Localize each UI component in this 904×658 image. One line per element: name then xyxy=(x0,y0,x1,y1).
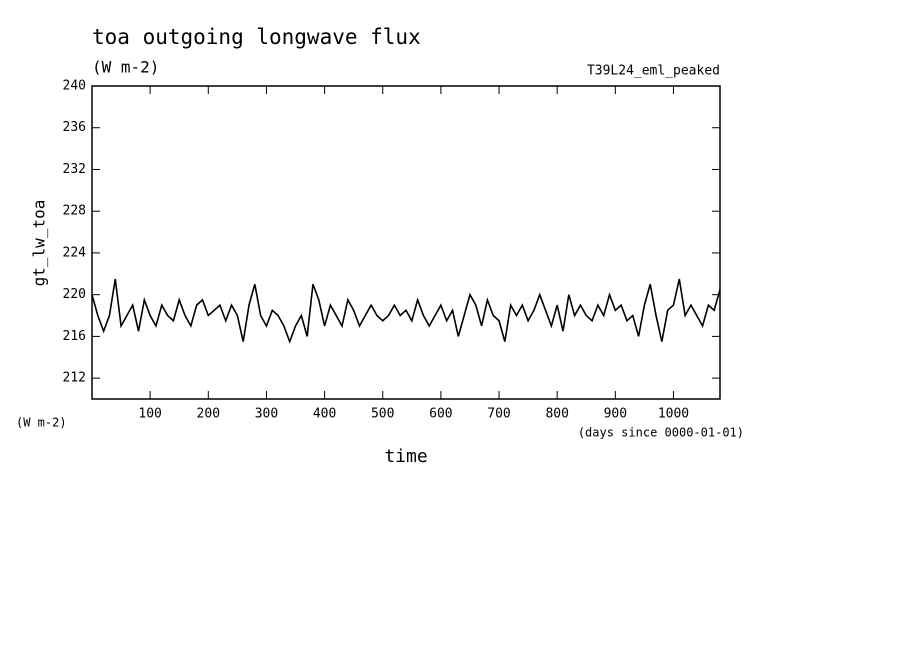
x-tick-label: 300 xyxy=(255,407,278,422)
y-tick-label: 240 xyxy=(63,79,86,94)
x-tick-label: 100 xyxy=(138,407,161,422)
y-tick-label: 228 xyxy=(63,204,86,219)
x-axis-label: time xyxy=(384,446,427,467)
x-tick-label: 500 xyxy=(371,407,394,422)
y-tick-label: 224 xyxy=(63,245,87,260)
x-tick-label: 200 xyxy=(197,407,220,422)
x-tick-label: 600 xyxy=(429,407,452,422)
y-unit: (W m-2) xyxy=(16,416,67,430)
y-tick-label: 212 xyxy=(63,371,86,386)
plot-frame xyxy=(91,85,721,400)
y-tick-label: 236 xyxy=(63,120,86,135)
x-unit: (days since 0000-01-01) xyxy=(578,426,744,440)
y-tick-label: 220 xyxy=(63,287,86,302)
x-tick-label: 400 xyxy=(313,407,336,422)
x-tick-label: 800 xyxy=(545,407,568,422)
y-tick-label: 216 xyxy=(63,329,86,344)
y-axis-label: gt_lw_toa xyxy=(30,200,49,287)
x-tick-label: 900 xyxy=(604,407,627,422)
run-label: T39L24_eml_peaked xyxy=(587,64,720,79)
data-line xyxy=(91,278,721,344)
x-tick-label: 1000 xyxy=(658,407,689,422)
x-tick-label: 700 xyxy=(487,407,510,422)
subtitle: (W m-2) xyxy=(92,58,159,77)
chart-title: toa outgoing longwave flux xyxy=(92,25,421,49)
y-tick-label: 232 xyxy=(63,162,86,177)
